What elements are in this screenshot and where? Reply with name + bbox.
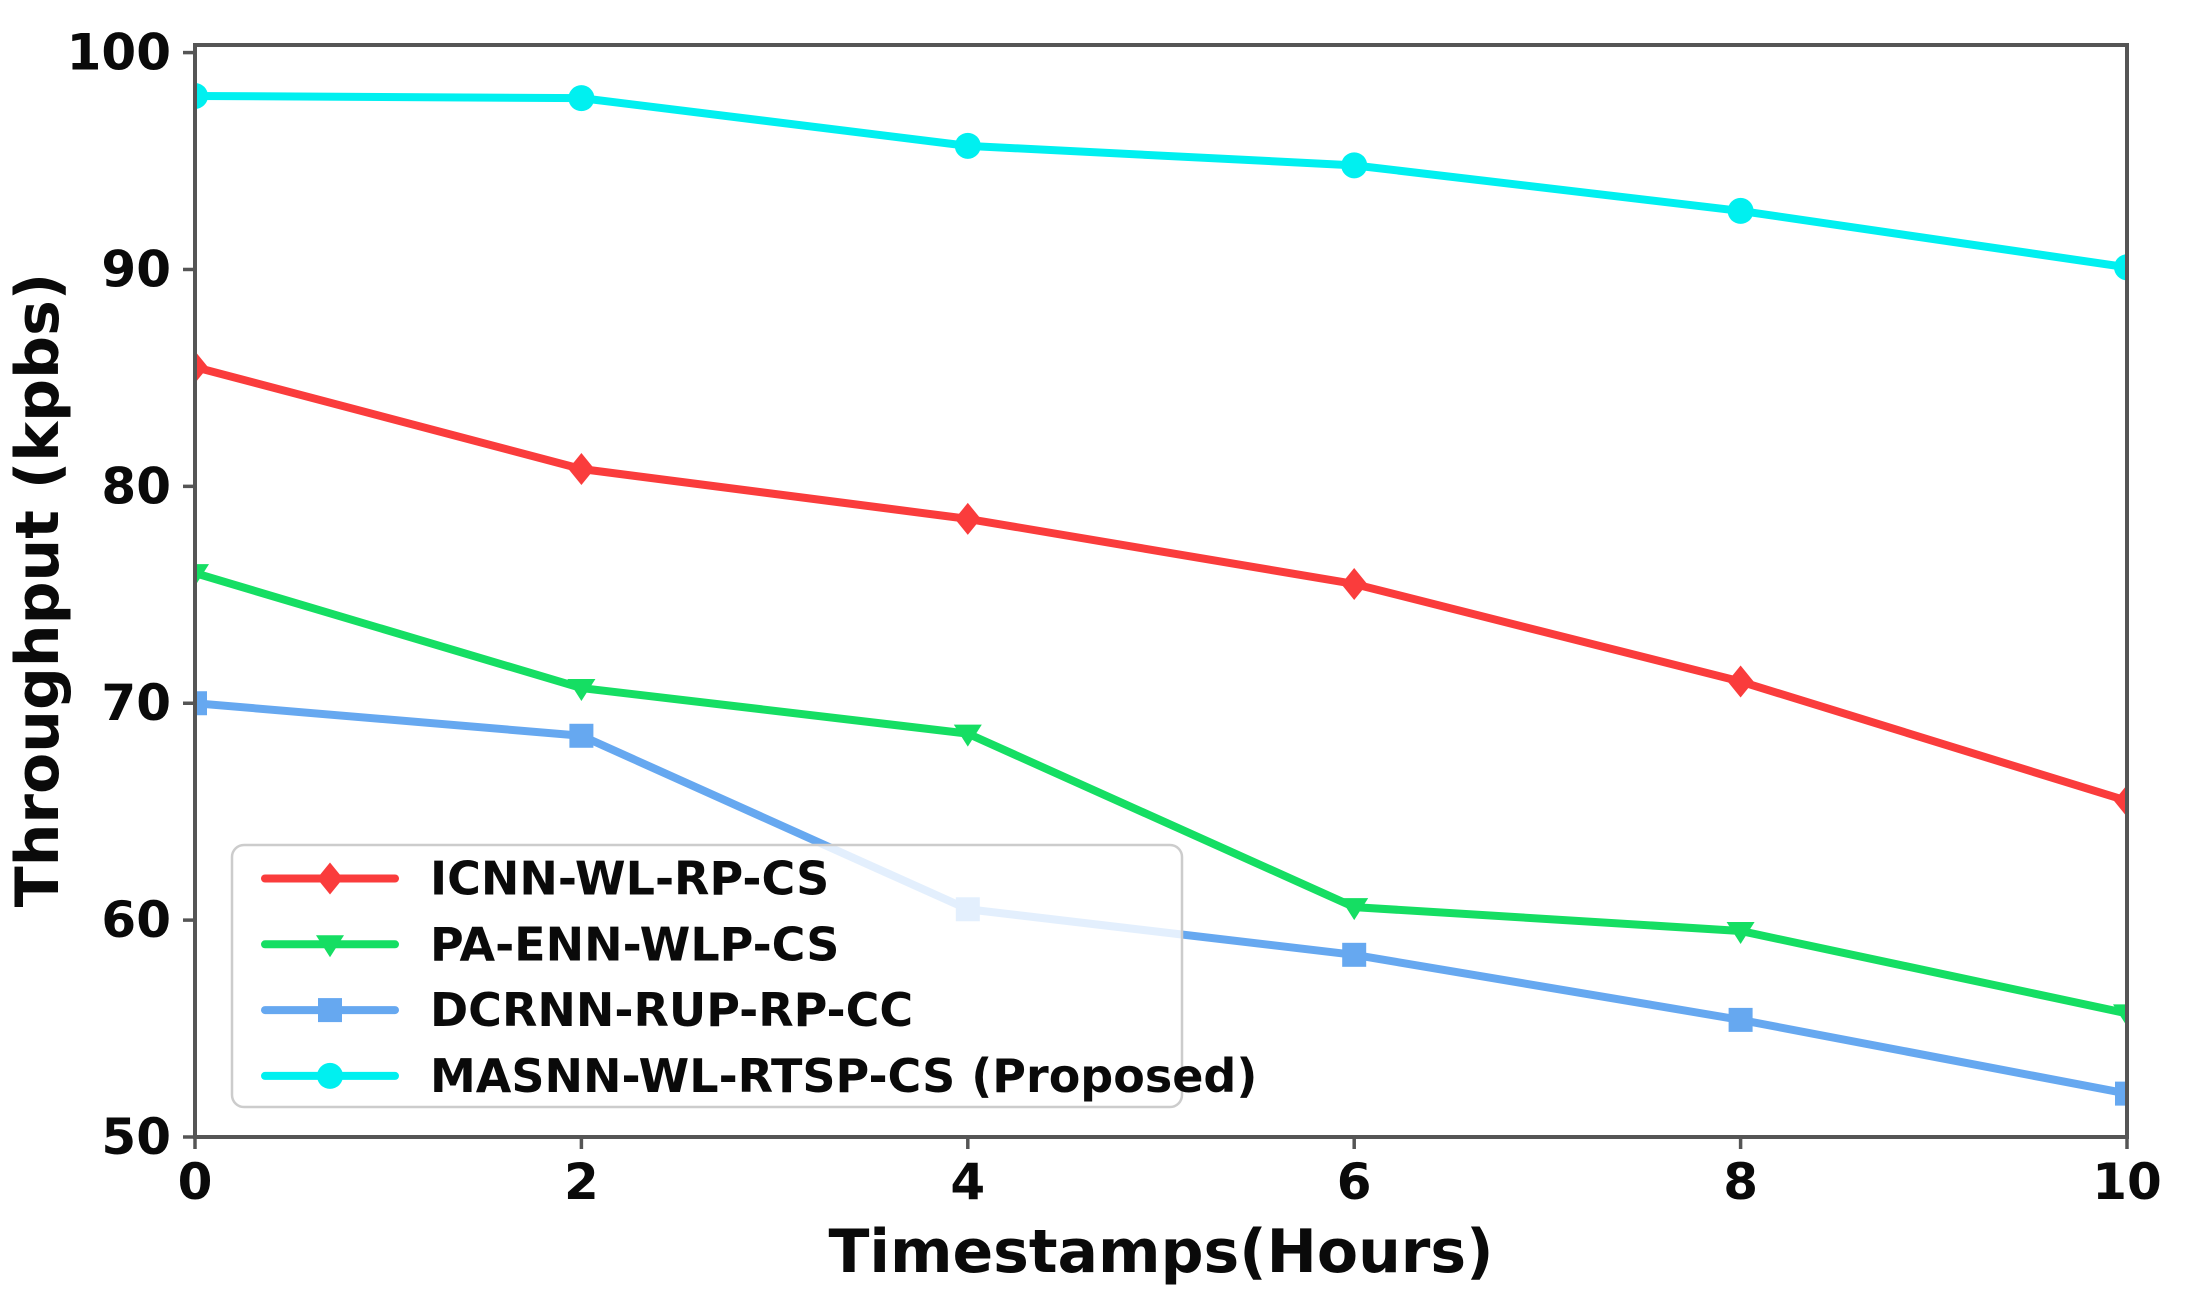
x-tick-label: 6 [1337,1153,1372,1211]
series-marker [1728,1007,1753,1032]
x-tick-label: 10 [2092,1153,2162,1211]
y-tick-label: 70 [101,674,171,732]
y-tick-label: 100 [67,24,171,82]
series-marker [567,679,596,702]
series-marker [1342,942,1367,967]
plot-border [193,43,2129,1139]
legend-item: DCRNN-RUP-RP-CC [261,983,913,1037]
series-marker [568,85,595,112]
series-marker [2113,1004,2127,1027]
legend-item-label: PA-ENN-WLP-CS [430,917,839,971]
series-marker [195,351,208,384]
series-line [195,91,2127,272]
series-marker [2114,784,2127,817]
series-marker [954,132,981,159]
legend-item: MASNN-WL-RTSP-CS (Proposed) [261,1049,1257,1103]
series-marker [568,453,595,486]
series-2 [195,564,2127,1027]
y-tick-label: 60 [101,891,171,949]
series-marker [1727,197,1754,224]
y-tick-label: 90 [101,240,171,298]
legend-marker [318,998,342,1023]
series-line [195,363,2127,805]
series-marker [195,82,208,109]
x-tick-label: 8 [1723,1153,1758,1211]
series-marker [195,564,209,587]
legend-box [230,843,1184,1109]
series-marker [1726,921,1755,944]
legend-marker [316,935,344,958]
legend-item-label: MASNN-WL-RTSP-CS (Proposed) [430,1049,1257,1103]
series-marker [1341,152,1368,179]
legend-item: PA-ENN-WLP-CS [261,917,839,971]
series-line [195,569,2127,1018]
legend-item: ICNN-WL-RP-CS [261,852,829,906]
legend-item-label: ICNN-WL-RP-CS [430,852,829,906]
series-marker [954,502,981,535]
legend-item-label: DCRNN-RUP-RP-CC [430,983,913,1037]
legend: ICNN-WL-RP-CS PA-ENN-WLP-CS DCRNN-RUP-RP-C… [230,843,1257,1109]
series-marker [953,724,982,747]
series-marker [1340,898,1369,921]
x-tick-label: 2 [564,1153,599,1211]
x-tick-label: 4 [950,1153,985,1211]
y-tick-label: 80 [101,457,171,515]
legend-marker [317,862,343,895]
plot-area: 50 60 70 80 90 100 0 2 4 6 8 10 ICNN-WL-RP-CS PA-ENN-… [67,24,2162,1211]
legend-marker [317,1062,343,1089]
series-marker [1727,665,1754,698]
x-axis-label: Timestamps(Hours) [828,1217,1493,1287]
series-marker [569,723,594,748]
series-marker [195,691,207,716]
series-4 [195,82,2127,281]
series-marker [1341,567,1368,600]
series-marker [2115,1081,2127,1106]
x-tick-label: 0 [178,1153,213,1211]
y-tick-label: 50 [101,1108,171,1166]
series-1 [195,351,2127,817]
series-marker [2114,254,2127,281]
y-axis-label: Throughput (kpbs) [3,273,73,907]
